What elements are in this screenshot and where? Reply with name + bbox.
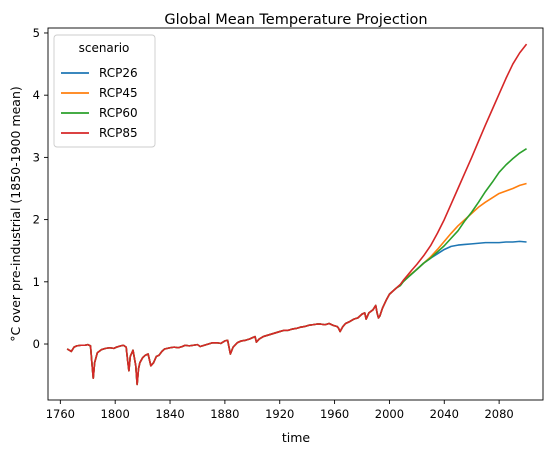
x-tick-label: 1840 [155,407,184,421]
chart-title: Global Mean Temperature Projection [164,12,427,28]
x-axis-ticks: 1760 1800 1840 1880 1920 1960 2000 2040 2080 [46,400,514,421]
y-tick-label: 5 [33,26,40,40]
legend-label-rcp45: RCP45 [99,86,138,100]
legend-label-rcp60: RCP60 [99,106,138,120]
series-line-rcp45 [66,182,527,386]
plot-frame [47,27,544,401]
x-tick-label: 1800 [101,407,130,421]
legend-label-rcp85: RCP85 [99,126,138,140]
y-axis-ticks: 0 1 2 3 4 5 [33,26,48,351]
x-tick-label: 1760 [46,407,75,421]
x-tick-label: 1880 [210,407,239,421]
legend-title: scenario [79,41,130,55]
y-axis-label: °C over pre-industrial (1850-1900 mean) [8,86,23,342]
x-tick-label: 2080 [484,407,513,421]
y-tick-label: 3 [33,150,40,164]
y-tick-label: 0 [33,337,40,351]
x-tick-label: 1960 [320,407,349,421]
plot-series [66,43,528,386]
x-tick-label: 2000 [375,407,404,421]
y-tick-label: 2 [33,213,40,227]
series-line-rcp26 [66,240,527,386]
y-tick-label: 1 [33,275,40,289]
x-tick-label: 2040 [430,407,459,421]
y-tick-label: 4 [33,88,40,102]
series-line-rcp60 [66,148,527,386]
legend-box [53,34,156,148]
legend-label-rcp26: RCP26 [99,66,138,80]
x-tick-label: 1920 [265,407,294,421]
legend: scenario RCP26 RCP45 RCP60 RCP85 [53,34,156,148]
series-line-rcp85 [66,43,528,386]
x-axis-label: time [282,430,311,445]
